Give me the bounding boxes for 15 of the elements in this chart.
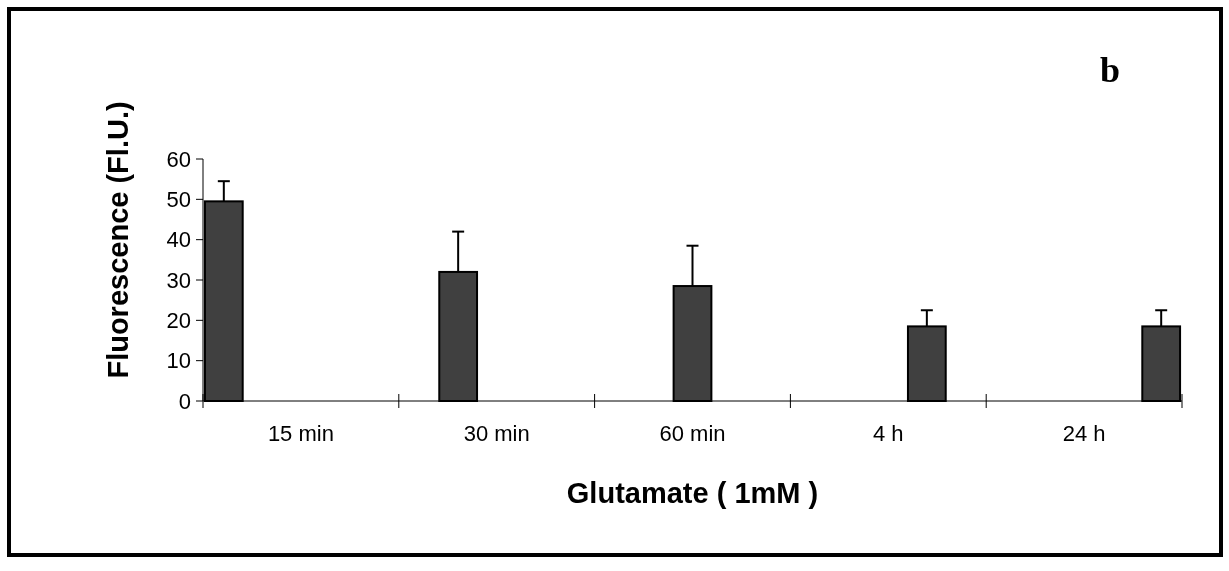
y-tick-label: 40 xyxy=(166,227,191,253)
y-tick-label: 50 xyxy=(166,187,191,213)
x-tick-label: 60 min xyxy=(659,421,726,446)
x-tick-label: 15 min xyxy=(267,421,334,446)
y-tick-label: 0 xyxy=(178,388,191,414)
y-tick-label: 10 xyxy=(166,348,191,374)
x-tick-label: 4 h xyxy=(873,421,904,446)
y-axis-title: Fluorescence (Fl.U.) xyxy=(102,101,134,379)
y-tick-label: 30 xyxy=(166,267,191,293)
x-tick-label: 30 min xyxy=(463,421,530,446)
x-axis-title: Glutamate ( 1mM ) xyxy=(566,477,819,509)
text: b xyxy=(1099,50,1121,90)
y-tick-label: 60 xyxy=(166,146,191,172)
x-tick-label: 24 h xyxy=(1062,421,1106,446)
y-tick-label: 20 xyxy=(166,308,191,334)
